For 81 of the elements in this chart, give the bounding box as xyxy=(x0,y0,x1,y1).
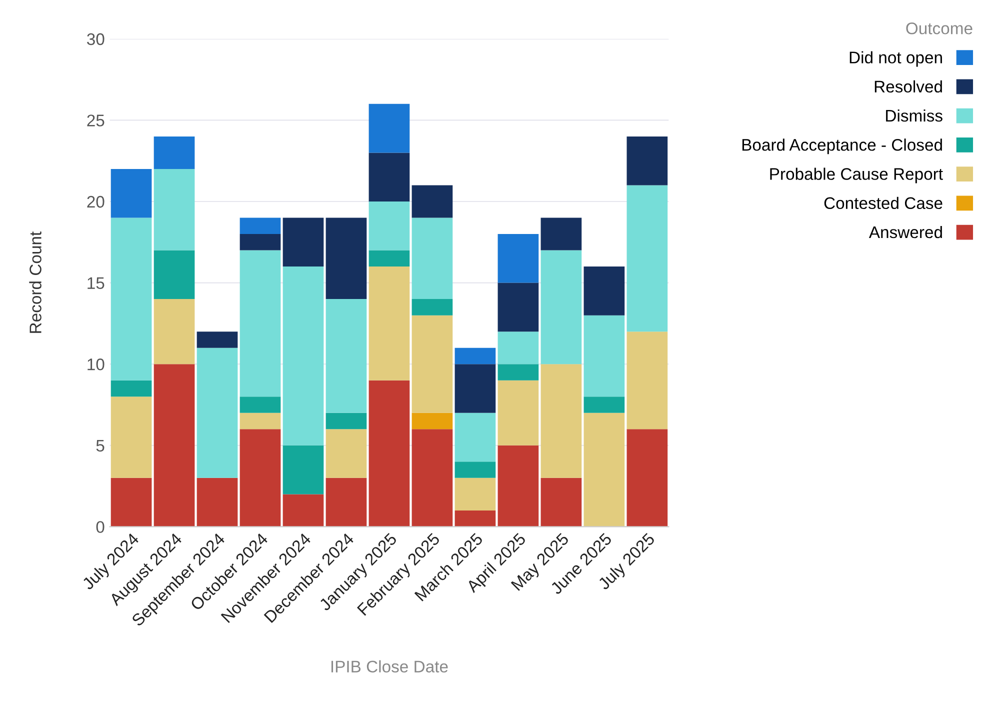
bar xyxy=(240,412,281,430)
bar xyxy=(540,218,582,250)
bar xyxy=(540,250,582,364)
bar xyxy=(454,478,496,510)
bar xyxy=(498,380,539,446)
bar xyxy=(626,332,668,430)
bar xyxy=(282,494,324,527)
bar xyxy=(540,364,582,478)
bar xyxy=(498,234,539,283)
bar xyxy=(326,429,367,478)
legend-label: Dismiss xyxy=(886,109,942,122)
bar xyxy=(498,364,539,380)
bar xyxy=(412,185,453,218)
legend-label: Board Acceptance - Closed xyxy=(742,138,942,154)
bar xyxy=(326,299,367,413)
legend-label: Did not open xyxy=(850,51,942,67)
bar xyxy=(110,380,152,397)
bar xyxy=(498,282,539,332)
bar xyxy=(154,364,195,527)
bar xyxy=(368,250,410,267)
bar xyxy=(196,332,238,348)
bar xyxy=(154,136,195,169)
bar xyxy=(240,250,281,397)
bar xyxy=(412,315,453,413)
bar xyxy=(498,332,539,364)
bar xyxy=(282,266,324,446)
bar xyxy=(326,218,367,300)
bar xyxy=(454,364,496,413)
y-axis-title: Record Count xyxy=(29,232,42,333)
bar xyxy=(154,299,195,364)
bar xyxy=(454,462,496,478)
bar xyxy=(584,266,625,316)
bar xyxy=(110,478,152,527)
bar xyxy=(240,396,281,413)
bar xyxy=(412,429,453,527)
y-tick-label: 25 xyxy=(87,114,104,126)
x-axis-title: IPIB Close Date xyxy=(331,660,448,672)
bar xyxy=(282,218,324,267)
bar xyxy=(326,412,367,430)
bar xyxy=(626,136,668,186)
bar xyxy=(454,412,496,462)
legend-label: Contested Case xyxy=(824,196,942,210)
bar xyxy=(154,250,195,300)
bar xyxy=(412,299,453,316)
y-tick-label: 10 xyxy=(88,358,104,370)
y-tick-label: 15 xyxy=(88,277,104,290)
bar xyxy=(326,478,367,527)
bar xyxy=(454,348,496,364)
bar xyxy=(240,234,281,250)
bar xyxy=(368,380,410,527)
legend-label: Resolved xyxy=(874,80,942,93)
bar xyxy=(498,445,539,527)
bar xyxy=(110,218,152,380)
bar xyxy=(196,348,238,478)
bar xyxy=(282,445,324,494)
bar xyxy=(626,185,668,332)
bar xyxy=(196,478,238,527)
bar xyxy=(368,266,410,380)
legend-title: Outcome xyxy=(906,22,972,34)
legend-label: Answered xyxy=(868,226,942,238)
bar xyxy=(240,218,281,234)
bar xyxy=(368,104,410,153)
bar xyxy=(540,478,582,527)
bar xyxy=(368,201,410,250)
bar xyxy=(584,315,625,397)
bar xyxy=(412,412,453,430)
bar xyxy=(626,429,668,527)
bar xyxy=(110,168,152,218)
y-tick-label: 30 xyxy=(87,33,104,46)
bar xyxy=(240,429,281,527)
bar xyxy=(368,152,410,202)
y-tick-label: 5 xyxy=(96,440,104,452)
bar xyxy=(584,396,625,413)
bar xyxy=(584,412,625,527)
bar xyxy=(110,396,152,478)
y-tick-label: 0 xyxy=(96,521,104,533)
y-tick-label: 20 xyxy=(87,196,104,208)
bar xyxy=(412,218,453,300)
bar xyxy=(454,510,496,527)
bar xyxy=(154,168,195,250)
legend-label: Probable Cause Report xyxy=(770,168,943,184)
